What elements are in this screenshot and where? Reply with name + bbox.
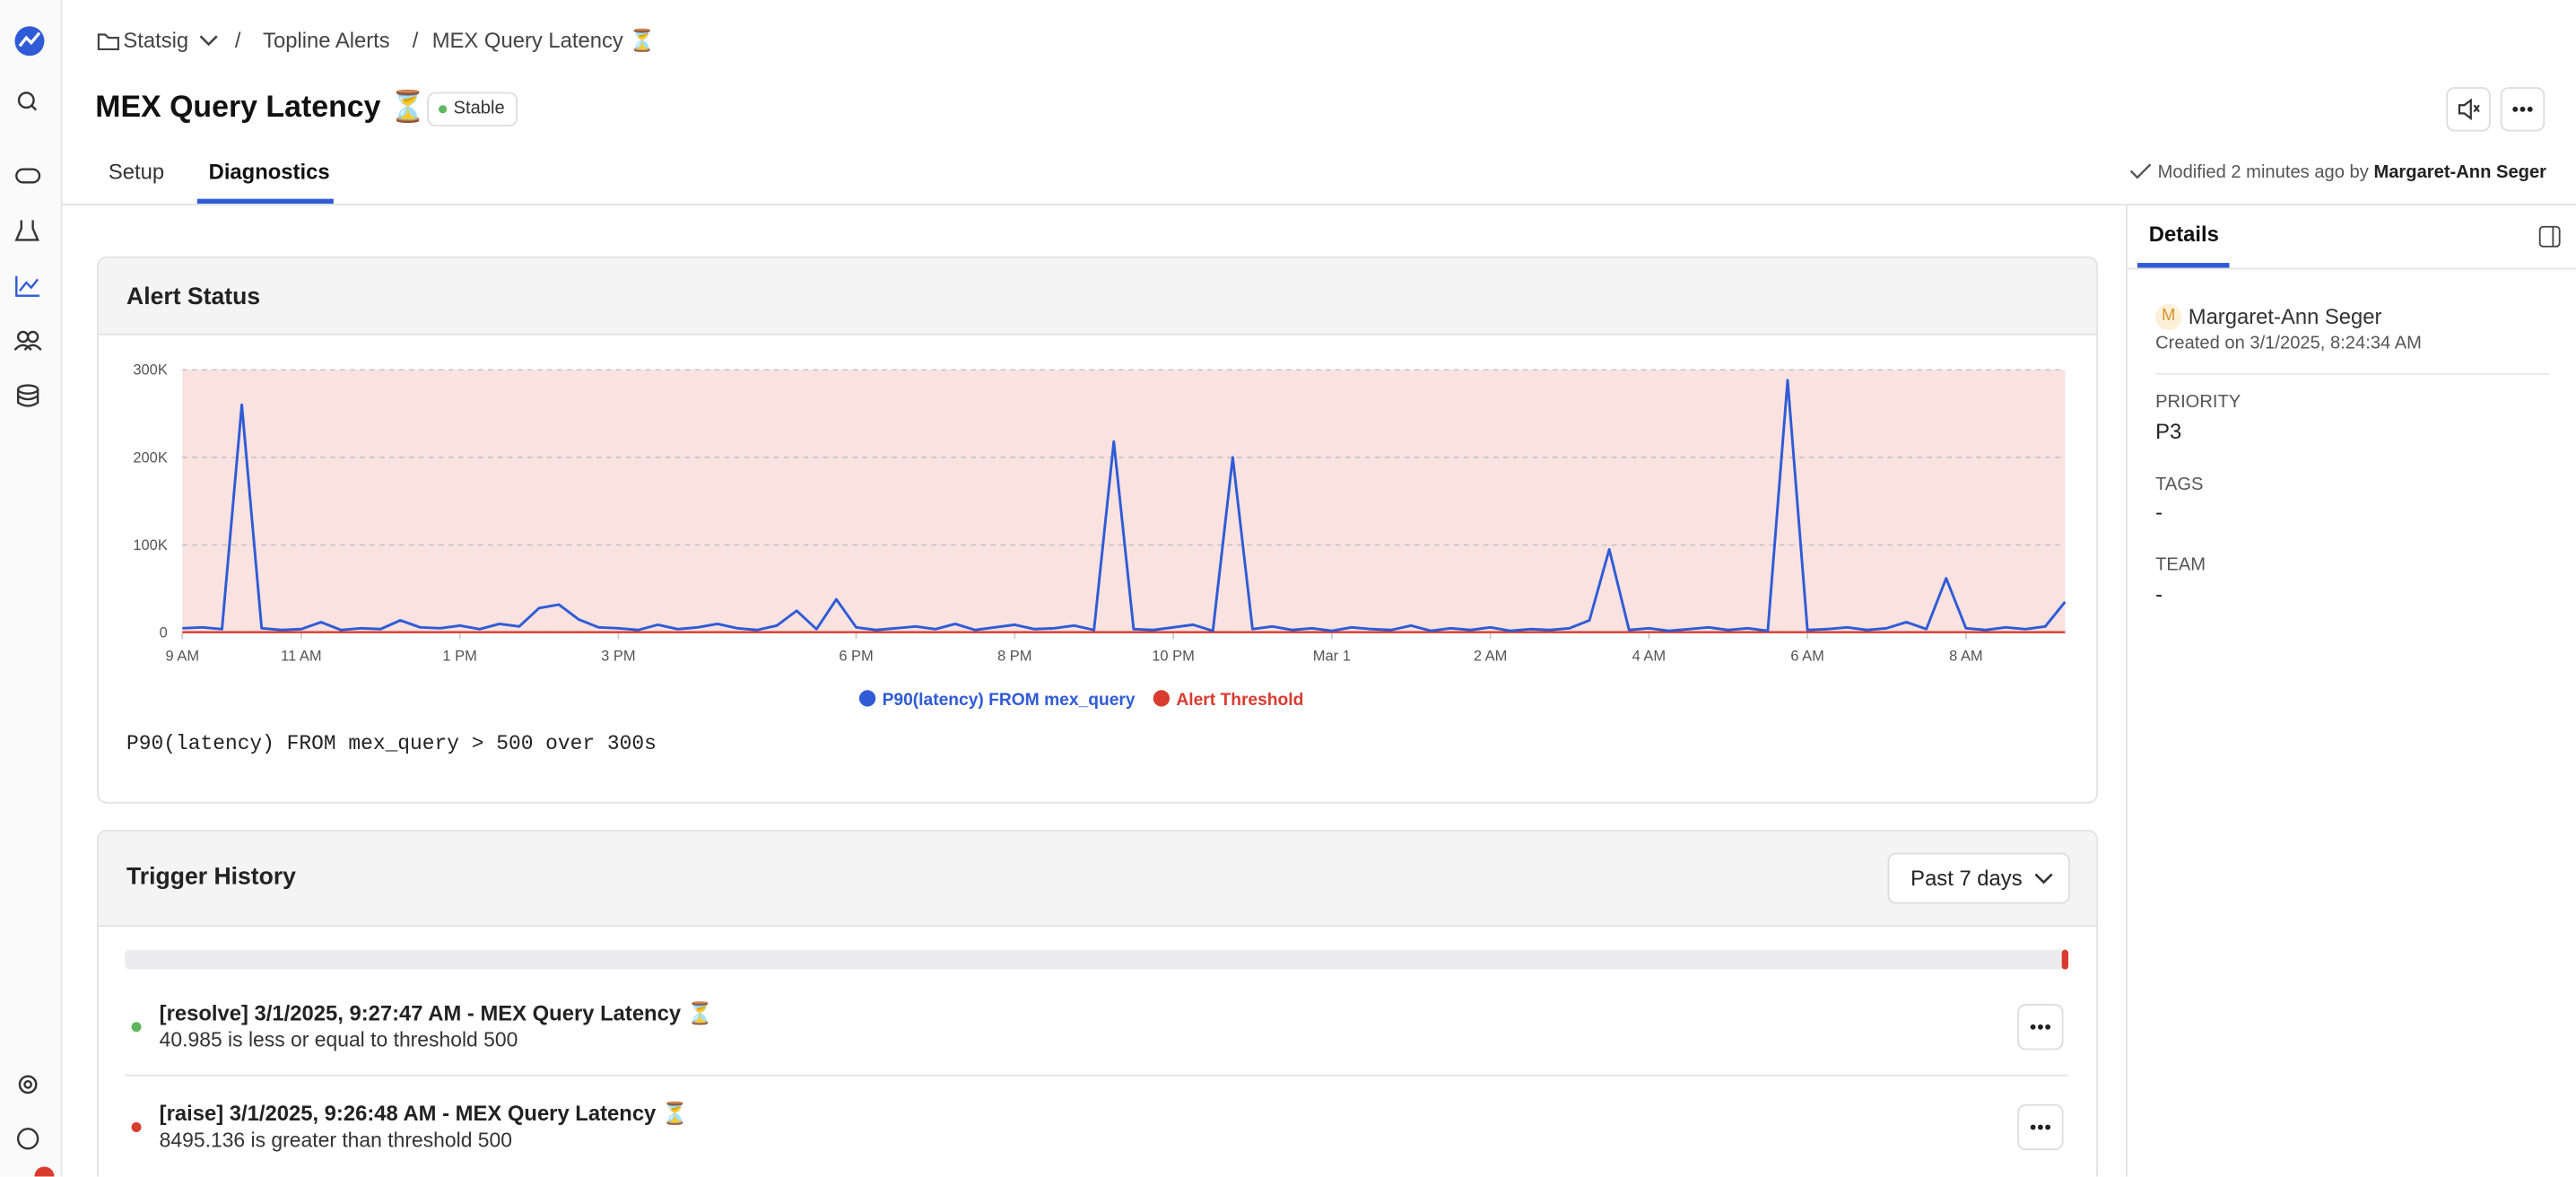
x-tick-label: 2 AM bbox=[1474, 648, 1508, 664]
sidebar bbox=[0, 0, 63, 1177]
field-label: TAGS bbox=[2155, 475, 2204, 495]
trigger-history-panel: Trigger History Past 7 days [resolve] 3/… bbox=[97, 829, 2098, 1177]
modified-text: Modified 2 minutes ago by bbox=[2157, 162, 2369, 183]
item-menu[interactable] bbox=[2017, 1004, 2064, 1051]
breadcrumb-item[interactable]: Topline Alerts bbox=[263, 28, 390, 53]
x-tick-label: 6 PM bbox=[839, 648, 873, 664]
modified-info: Modified 2 minutes ago by Margaret-Ann S… bbox=[2129, 162, 2546, 182]
created-date: Created on 3/1/2025, 8:24:34 AM bbox=[2155, 333, 2422, 353]
modified-user: Margaret-Ann Seger bbox=[2373, 162, 2547, 183]
x-tick-label: 8 PM bbox=[997, 648, 1031, 664]
settings-icon[interactable] bbox=[18, 1075, 38, 1094]
x-tick-label: 10 PM bbox=[1152, 648, 1195, 664]
details-pane: Details M Margaret-Ann Seger Created on … bbox=[2126, 205, 2576, 1177]
experiments-icon[interactable] bbox=[14, 220, 39, 241]
status-dot bbox=[131, 1122, 142, 1132]
legend-label: Alert Threshold bbox=[1176, 691, 1303, 710]
divider bbox=[125, 1074, 2069, 1077]
folder-icon bbox=[97, 33, 119, 51]
x-tick-label: Mar 1 bbox=[1313, 648, 1351, 664]
x-tick-label: 3 PM bbox=[601, 648, 635, 664]
history-timeline bbox=[125, 949, 2069, 970]
collapse-icon[interactable] bbox=[2538, 225, 2562, 248]
data-icon[interactable] bbox=[16, 384, 39, 395]
legend-swatch bbox=[858, 690, 876, 707]
active-tab-indicator bbox=[196, 198, 334, 205]
gates-icon[interactable] bbox=[15, 168, 41, 184]
separator: / bbox=[234, 28, 241, 53]
alert-status-panel: Alert Status 0 100K 200K 300K 9 AM 11 AM 1 PM 3… bbox=[97, 256, 2098, 804]
threshold-zone bbox=[182, 370, 2066, 632]
y-tick-label: 0 bbox=[160, 625, 168, 641]
range-dropdown[interactable]: Past 7 days bbox=[1887, 852, 2070, 904]
x-tick-label: 8 AM bbox=[1949, 648, 1983, 664]
chart: 0 100K 200K 300K 9 AM 11 AM 1 PM 3 PM 6 PM 8 PM 10… bbox=[133, 362, 2067, 710]
legend: P90(latency) FROM mex_query Alert Thresho… bbox=[858, 690, 1303, 710]
trigger-detail: 40.985 is less or equal to threshold 500 bbox=[159, 1028, 518, 1052]
breadcrumb-item: MEX Query Latency ⏳ bbox=[431, 28, 657, 53]
page-title: MEX Query Latency ⏳ bbox=[95, 88, 428, 124]
tab[interactable]: Setup bbox=[108, 159, 165, 185]
status-dot bbox=[131, 1022, 142, 1033]
alert-query: P90(latency) FROM mex_query > 500 over 3… bbox=[126, 732, 657, 756]
separator: / bbox=[412, 28, 419, 53]
divider bbox=[2127, 267, 2576, 270]
x-tick-label: 4 AM bbox=[1632, 648, 1667, 664]
x-tick-label: 11 AM bbox=[281, 648, 321, 664]
search-icon[interactable] bbox=[17, 92, 35, 109]
timeline-event[interactable] bbox=[2061, 949, 2069, 970]
more-button[interactable] bbox=[2500, 87, 2546, 132]
series-line bbox=[182, 379, 2067, 632]
sidebar-icons bbox=[13, 26, 55, 1177]
trigger-title: [resolve] 3/1/2025, 9:27:47 AM - MEX Que… bbox=[159, 1000, 714, 1025]
x-tick-label: 1 PM bbox=[442, 648, 476, 664]
field-value: - bbox=[2155, 581, 2163, 606]
details-tab[interactable]: Details bbox=[2148, 222, 2219, 247]
divider bbox=[2155, 372, 2550, 375]
field-value: P3 bbox=[2155, 419, 2182, 444]
panel-header bbox=[98, 831, 2097, 928]
field-label: PRIORITY bbox=[2155, 392, 2241, 413]
help-icon[interactable] bbox=[16, 1128, 39, 1150]
active-tab-indicator bbox=[2137, 263, 2230, 268]
y-tick-label: 300K bbox=[133, 362, 167, 379]
check-icon bbox=[2130, 163, 2153, 179]
y-tick-label: 200K bbox=[133, 449, 167, 466]
trigger-title: [raise] 3/1/2025, 9:26:48 AM - MEX Query… bbox=[159, 1101, 689, 1126]
legend-swatch bbox=[1153, 690, 1171, 707]
status-badge: Stable bbox=[427, 92, 518, 127]
trigger-detail: 8495.136 is greater than threshold 500 bbox=[159, 1129, 513, 1152]
users-icon[interactable] bbox=[16, 330, 30, 344]
x-tick-label: 6 AM bbox=[1790, 648, 1824, 664]
x-tick-label: 9 AM bbox=[166, 648, 200, 664]
breadcrumb-item[interactable]: Statsig bbox=[123, 28, 189, 53]
item-menu[interactable] bbox=[2017, 1103, 2064, 1151]
divider bbox=[60, 204, 2576, 205]
range-label: Past 7 days bbox=[1910, 866, 2023, 891]
alerts-icon[interactable] bbox=[15, 275, 39, 297]
field-value: - bbox=[2155, 499, 2163, 525]
panel-header bbox=[98, 257, 2097, 336]
legend-label: P90(latency) FROM mex_query bbox=[883, 691, 1136, 710]
mute-button[interactable] bbox=[2446, 87, 2491, 132]
avatar: M bbox=[2155, 303, 2182, 331]
panel-title: Trigger History bbox=[126, 864, 296, 891]
tab[interactable]: Diagnostics bbox=[208, 159, 330, 185]
y-tick-label: 100K bbox=[133, 537, 167, 554]
panel-title: Alert Status bbox=[126, 283, 261, 311]
field-label: TEAM bbox=[2155, 555, 2206, 576]
owner-name: Margaret-Ann Seger bbox=[2188, 303, 2382, 329]
chevron bbox=[199, 35, 218, 47]
